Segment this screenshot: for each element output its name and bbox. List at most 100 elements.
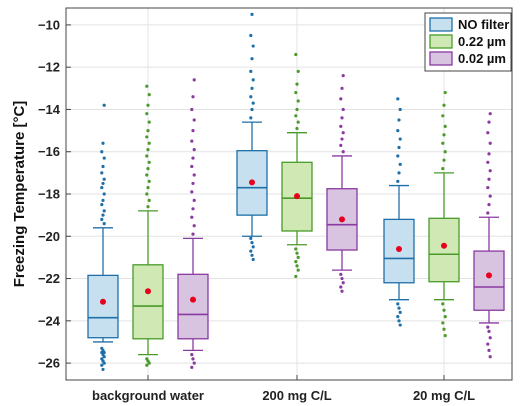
y-tick-label: −16 (38, 144, 60, 159)
outlier-point (441, 302, 445, 306)
outlier-point (339, 97, 343, 101)
outlier-point (192, 118, 196, 122)
outlier-point (101, 367, 105, 372)
y-tick-label: −22 (38, 271, 60, 286)
x-tick-label: 20 mg C/L (413, 388, 475, 403)
outlier-point (294, 274, 298, 279)
outlier-point (191, 181, 195, 186)
outlier-point (102, 355, 106, 359)
outlier-point (340, 276, 344, 281)
outlier-point (192, 224, 196, 228)
outlier-point (296, 120, 300, 124)
legend-label: 0.22 µm (458, 34, 506, 49)
outlier-point (102, 156, 106, 160)
mean-marker (249, 179, 255, 186)
outlier-point (192, 78, 196, 82)
outlier-point (146, 186, 150, 190)
outlier-point (251, 245, 255, 249)
outlier-point (396, 179, 400, 183)
outlier-point (486, 160, 490, 164)
outlier-point (339, 124, 343, 128)
outlier-point (487, 329, 491, 333)
outlier-point (398, 323, 402, 327)
outlier-point (147, 198, 151, 202)
outlier-point (294, 52, 298, 57)
outlier-point (146, 128, 150, 133)
outlier-point (146, 103, 150, 107)
outlier-point (190, 353, 194, 357)
outlier-point (296, 99, 300, 103)
outlier-point (441, 321, 445, 325)
outlier-point (296, 268, 300, 272)
outlier-point (487, 348, 491, 353)
legend-swatch (429, 34, 453, 49)
outlier-point (294, 260, 298, 264)
y-tick-label: −12 (38, 60, 60, 75)
outlier-point (295, 251, 299, 255)
outlier-point (398, 137, 402, 141)
outlier-point (192, 148, 196, 152)
outlier-point (250, 12, 254, 16)
box-group (236, 12, 268, 262)
outlier-point (191, 232, 195, 236)
outlier-point (487, 202, 491, 207)
outlier-point (441, 167, 445, 171)
outlier-point (486, 186, 490, 190)
outlier-point (294, 247, 298, 251)
outlier-point (296, 69, 300, 74)
outlier-point (145, 112, 149, 116)
outlier-point (486, 342, 490, 346)
outlier-point (341, 150, 345, 154)
mean-marker (294, 193, 300, 200)
outlier-point (249, 236, 253, 240)
outlier-point (441, 141, 445, 145)
outlier-point (145, 173, 149, 177)
outlier-point (190, 164, 194, 169)
outlier-point (396, 128, 400, 133)
legend-swatch (429, 51, 453, 66)
box-group (326, 74, 358, 293)
outlier-point (100, 202, 104, 207)
outlier-point (101, 164, 105, 169)
outlier-point (488, 355, 492, 359)
outlier-point (249, 33, 253, 38)
outlier-point (192, 198, 196, 202)
outlier-point (192, 361, 196, 365)
box-group (383, 97, 415, 327)
outlier-point (397, 319, 401, 323)
box (177, 273, 209, 340)
outlier-point (294, 114, 298, 118)
legend-label: 0.02 µm (458, 51, 506, 66)
outlier-point (249, 95, 253, 99)
outlier-point (396, 154, 400, 158)
outlier-point (100, 171, 104, 175)
outlier-point (487, 120, 491, 124)
outlier-point (295, 82, 299, 86)
outlier-point (486, 325, 490, 329)
outlier-point (396, 97, 400, 101)
box-group (281, 52, 313, 279)
outlier-point (251, 101, 255, 105)
y-axis-ticks: −26 −24 −22 −20 −18 −16 −14 −12 −10 (38, 17, 71, 371)
y-tick-label: −26 (38, 356, 60, 371)
outlier-point (249, 116, 253, 120)
outlier-point (190, 190, 194, 194)
outlier-point (339, 272, 343, 276)
outlier-point (102, 177, 106, 181)
outlier-point (101, 141, 105, 145)
outlier-point (190, 107, 194, 112)
outlier-point (340, 289, 344, 293)
outlier-point (147, 361, 151, 365)
outlier-point (296, 255, 300, 260)
outlier-point (488, 141, 492, 145)
outlier-point (443, 150, 447, 154)
mean-marker (486, 272, 492, 279)
outlier-point (398, 310, 402, 314)
box (132, 264, 164, 340)
mean-marker (396, 245, 402, 252)
outlier-point (100, 217, 104, 221)
outlier-point (486, 131, 490, 135)
outlier-point (101, 213, 105, 217)
outlier-point (341, 131, 345, 135)
outlier-point (102, 103, 106, 107)
